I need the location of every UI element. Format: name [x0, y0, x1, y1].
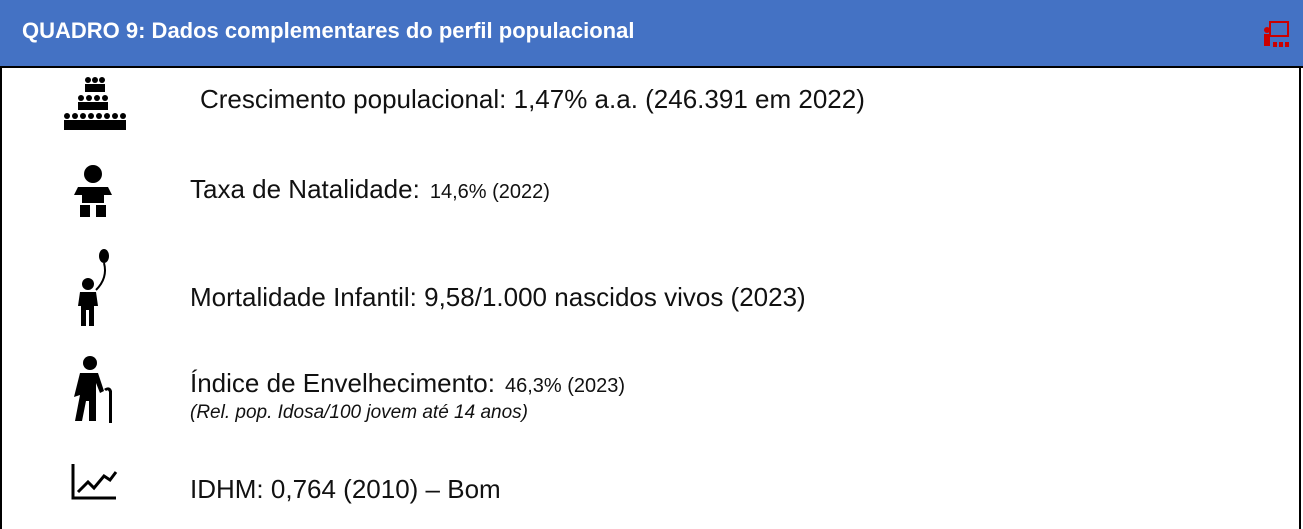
item-text: IDHM: 0,764 (2010) – Bom — [190, 474, 501, 504]
item-note: (Rel. pop. Idosa/100 jovem até 14 anos) — [190, 402, 528, 423]
child-balloon-icon — [78, 249, 109, 326]
header: QUADRO 9: Dados complementares do perfil… — [0, 0, 1303, 68]
item-text: Índice de Envelhecimento: — [190, 368, 495, 398]
item-row: Taxa de Natalidade: 14,6% (2022) — [190, 174, 550, 205]
population-icon — [64, 77, 126, 130]
growth-chart-icon — [71, 464, 118, 500]
item-value: 14,6% (2022) — [429, 181, 550, 203]
teacher-icon — [1264, 21, 1289, 47]
elderly-icon — [74, 356, 112, 423]
item-row: Mortalidade Infantil: 9,58/1.000 nascido… — [190, 282, 806, 313]
item-row: IDHM: 0,764 (2010) – Bom — [190, 474, 501, 505]
item-value: 46,3% (2023) — [504, 375, 626, 397]
item-text: Taxa de Natalidade: — [190, 174, 420, 204]
item-row: Índice de Envelhecimento: 46,3% (2023) — [190, 368, 625, 399]
item-text: Mortalidade Infantil: 9,58/1.000 nascido… — [190, 282, 806, 312]
item-text: Crescimento populacional: 1,47% a.a. (24… — [200, 84, 865, 114]
header-title: QUADRO 9: Dados complementares do perfil… — [22, 18, 635, 43]
baby-icon — [74, 165, 112, 217]
item-row: Crescimento populacional: 1,47% a.a. (24… — [200, 84, 865, 115]
